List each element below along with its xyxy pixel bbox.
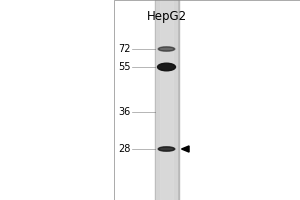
Text: 36: 36 bbox=[118, 107, 130, 117]
Text: 55: 55 bbox=[118, 62, 130, 72]
Text: 72: 72 bbox=[118, 44, 130, 54]
Polygon shape bbox=[182, 146, 189, 152]
Text: 28: 28 bbox=[118, 144, 130, 154]
Bar bbox=[160, 0, 173, 200]
Ellipse shape bbox=[158, 47, 175, 51]
Ellipse shape bbox=[158, 63, 175, 71]
Bar bbox=[114, 0, 300, 200]
Text: HepG2: HepG2 bbox=[146, 10, 187, 23]
Bar bbox=[156, 0, 177, 200]
Bar bbox=[154, 0, 178, 200]
Ellipse shape bbox=[158, 147, 175, 151]
